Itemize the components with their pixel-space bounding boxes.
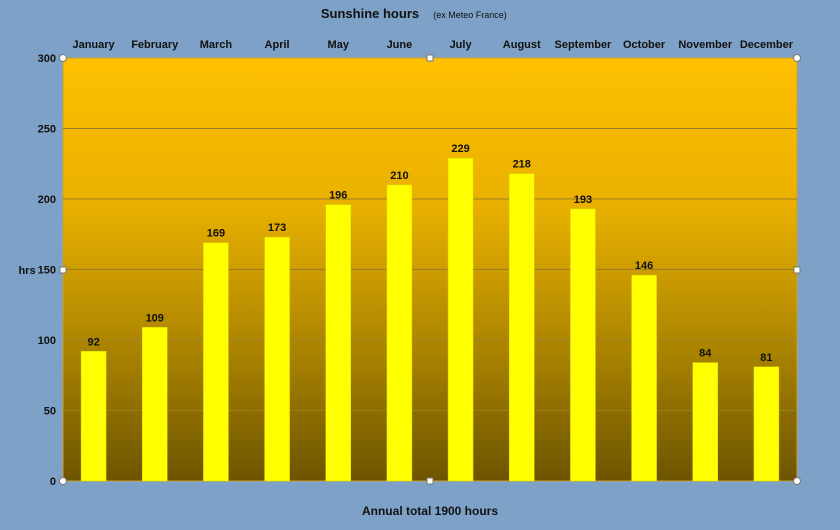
bar-september (570, 208, 596, 482)
category-label: January (72, 39, 115, 51)
y-tick-label: 150 (38, 265, 56, 277)
resize-handle-top-middle[interactable] (426, 54, 434, 62)
gridlines (63, 128, 797, 411)
y-tick-label: 250 (38, 124, 56, 136)
y-axis-label: hrs (18, 265, 35, 277)
category-label: October (623, 39, 666, 51)
category-label: July (450, 39, 473, 51)
category-label: August (503, 39, 541, 51)
bar-february (142, 327, 168, 482)
bar-december (753, 366, 780, 482)
data-label: 84 (699, 348, 712, 360)
bar-april (264, 236, 290, 482)
y-tick-label: 200 (38, 194, 56, 206)
chart-title: Sunshine hours (321, 6, 419, 21)
y-tick-label: 300 (38, 53, 56, 65)
data-label: 193 (574, 194, 592, 206)
category-label: December (740, 39, 794, 51)
data-label: 146 (635, 260, 653, 272)
bar-january (80, 351, 107, 482)
bar-may (325, 204, 351, 482)
x-axis-categories: January February March April May June July Augu… (72, 39, 793, 51)
category-label: November (678, 39, 733, 51)
category-label: May (328, 39, 350, 51)
category-label: March (200, 39, 233, 51)
y-axis-ticks: 0 50 100 150 200 250 300 (38, 53, 56, 488)
selection-handles[interactable] (59, 54, 801, 485)
resize-handle-middle-right[interactable] (793, 266, 801, 274)
category-label: February (131, 39, 179, 51)
data-label: 81 (760, 352, 772, 364)
data-labels: 92 109 169 173 196 210 229 218 193 146 84 81 (87, 143, 772, 364)
bar-august (509, 173, 535, 482)
data-label: 92 (87, 336, 99, 348)
data-label: 229 (451, 143, 469, 155)
resize-handle-bottom-left[interactable] (59, 477, 67, 485)
resize-handle-middle-left[interactable] (59, 266, 67, 274)
category-label: September (554, 39, 612, 51)
data-label: 169 (207, 228, 225, 240)
y-tick-label: 100 (38, 335, 56, 347)
resize-handle-top-right[interactable] (793, 54, 801, 62)
data-label: 210 (390, 170, 408, 182)
category-label: April (265, 39, 290, 51)
y-tick-label: 50 (44, 406, 56, 418)
data-label: 218 (513, 159, 531, 171)
bar-june (386, 184, 413, 482)
bar-march (203, 242, 229, 482)
bar-november (692, 362, 718, 482)
bars (80, 157, 780, 482)
annual-total-footer: Annual total 1900 hours (362, 504, 498, 518)
data-label: 109 (146, 312, 164, 324)
bar-july (447, 157, 474, 482)
data-label: 173 (268, 222, 286, 234)
y-tick-label: 0 (50, 476, 56, 488)
resize-handle-top-left[interactable] (59, 54, 67, 62)
bar-october (631, 274, 657, 482)
resize-handle-bottom-right[interactable] (793, 477, 801, 485)
chart-subtitle: (ex Meteo France) (433, 10, 507, 20)
category-label: June (387, 39, 413, 51)
resize-handle-bottom-middle[interactable] (426, 477, 434, 485)
data-label: 196 (329, 190, 347, 202)
